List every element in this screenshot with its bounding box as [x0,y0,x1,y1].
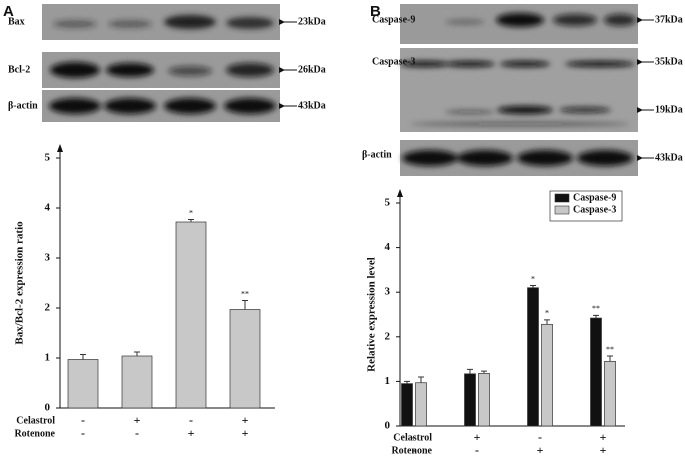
bar [415,382,427,427]
blot-marker: 43kDa [655,152,683,163]
error-bar [242,300,248,310]
y-tick-label: 5 [385,197,391,209]
blot-marker: 35kDa [655,56,683,67]
bar [67,359,99,409]
blot-b [400,4,654,176]
blot-marker: 26kDa [298,64,326,75]
condition-name: Celastrol [16,415,55,426]
y-tick-label: 4 [45,202,51,214]
bar [401,383,413,427]
error-bar [481,370,487,374]
blot-label: β-actin [362,149,392,160]
condition-value: + [537,443,544,457]
blot-label: Caspase-3 [372,56,415,67]
significance: * [531,274,535,283]
y-axis-label: Bax/Bcl-2 expression ratio [14,221,26,345]
condition-name: Rotenone [14,428,55,439]
condition-name: Celastrol [393,432,432,443]
condition-value: - [412,430,416,444]
significance: * [189,208,193,217]
y-tick-label: 2 [45,302,51,314]
legend-swatch [554,205,570,215]
condition-name: Rotenone [391,445,432,456]
condition-value: + [242,426,249,440]
blot-label: Bcl-2 [8,64,30,75]
blot-label: Bax [8,16,25,27]
condition-value: - [412,443,416,457]
significance: ** [241,289,249,298]
condition-value: + [134,413,141,427]
condition-value: - [189,413,193,427]
condition-value: - [81,426,85,440]
y-tick-label: 1 [385,375,391,387]
error-bar [134,351,140,356]
axis-arrow [57,144,63,152]
error-bar [544,319,550,325]
error-bar [530,285,536,288]
legend-swatch [554,193,570,203]
blot-label: Caspase-9 [372,14,415,25]
error-bar [418,376,424,383]
y-tick-label: 3 [385,286,391,298]
axis-arrow [397,189,403,197]
error-bar [80,354,86,360]
bar [121,355,153,409]
error-bar [607,355,613,362]
bar [478,373,490,427]
bar [229,309,261,409]
blot-marker: 37kDa [655,14,683,25]
bar [527,287,539,427]
condition-value: + [600,430,607,444]
bar [464,373,476,427]
legend-label: Caspase-9 [573,192,616,203]
significance: ** [606,345,614,354]
error-bar [188,219,194,222]
condition-value: + [242,413,249,427]
blot-marker: 19kDa [655,104,683,115]
condition-value: + [474,430,481,444]
y-tick-label: 5 [45,152,51,164]
panel-label: B [370,3,381,20]
condition-value: - [135,426,139,440]
significance: * [545,309,549,318]
y-tick-label: 2 [385,330,391,342]
y-tick-label: 4 [385,241,391,253]
significance: ** [592,304,600,313]
blot-marker: 23kDa [298,16,326,27]
error-bar [404,380,410,384]
y-tick-label: 3 [45,252,51,264]
error-bar [593,314,599,319]
legend-label: Caspase-3 [573,204,616,215]
condition-value: - [538,430,542,444]
condition-value: - [81,413,85,427]
bar [541,323,553,427]
error-bar [467,368,473,374]
blot-label: β-actin [8,100,38,111]
condition-value: - [475,443,479,457]
blot-marker: 43kDa [298,100,326,111]
blot-a [42,4,297,122]
condition-value: + [600,443,607,457]
y-tick-label: 0 [385,420,391,432]
panel-label: A [3,3,14,20]
y-axis-label: Relative expression level [366,257,378,372]
bar [590,317,602,427]
bar [604,360,616,427]
y-tick-label: 1 [45,352,51,364]
condition-value: + [188,426,195,440]
y-tick-label: 0 [45,402,51,414]
bar [175,221,207,409]
